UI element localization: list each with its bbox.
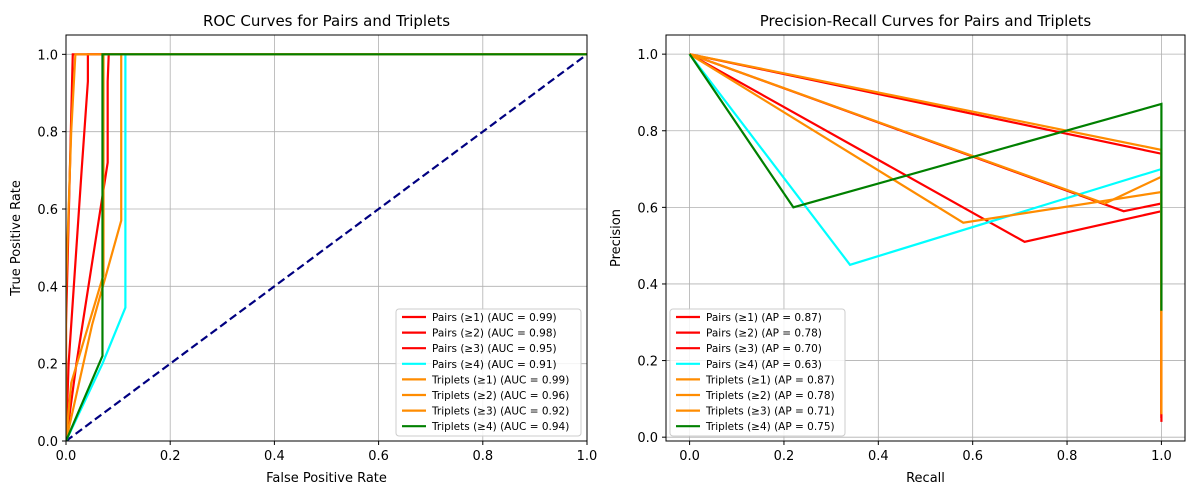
- x-tick-label: 0.2: [160, 449, 181, 464]
- series-line-7: [688, 53, 1163, 311]
- plot-frame: [65, 34, 588, 442]
- legend: Pairs (≥1) (AUC = 0.99) Pairs (≥2) (AUC =…: [395, 308, 582, 437]
- legend-box: [395, 308, 582, 437]
- legend-label: Triplets (≥2) (AUC = 0.96): [431, 390, 569, 402]
- y-tick-label: 1.0: [37, 48, 58, 63]
- x-tick-label: 0.4: [868, 449, 889, 464]
- roc-chart: 0.0 0.2 0.4 0.6 0.8 1.0 0.0 0.2 0.4 0.6 0.8 1.0 ROC …: [9, 12, 597, 486]
- x-axis-title: False Positive Rate: [266, 471, 387, 486]
- legend-label: Pairs (≥1) (AP = 0.87): [706, 312, 822, 324]
- x-tick-label: 0.2: [774, 449, 795, 464]
- legend-label: Triplets (≥4) (AP = 0.75): [705, 421, 835, 433]
- chart-title: ROC Curves for Pairs and Triplets: [203, 12, 450, 30]
- y-axis-title: True Positive Rate: [9, 180, 24, 297]
- y-tick-label: 0.2: [37, 358, 58, 373]
- x-tick-label: 1.0: [1151, 449, 1172, 464]
- y-tick-label: 0.2: [637, 355, 658, 370]
- x-axis-title: Recall: [906, 471, 945, 486]
- chart-title: Precision-Recall Curves for Pairs and Tr…: [760, 12, 1092, 30]
- x-tick-label: 0.8: [1057, 449, 1078, 464]
- y-tick-label: 0.6: [637, 201, 658, 216]
- legend-box: [669, 308, 846, 437]
- legend-label: Pairs (≥4) (AP = 0.63): [706, 359, 822, 371]
- legend-label: Triplets (≥4) (AUC = 0.94): [431, 421, 569, 433]
- grid: [65, 35, 588, 442]
- legend-label: Triplets (≥2) (AP = 0.78): [705, 390, 835, 402]
- y-tick-label: 0.8: [637, 125, 658, 140]
- x-tick-label: 1.0: [577, 449, 598, 464]
- x-tick-label: 0.8: [472, 449, 493, 464]
- legend-label: Pairs (≥2) (AUC = 0.98): [432, 328, 557, 340]
- y-tick-label: 0.0: [637, 431, 658, 446]
- x-tick-label: 0.0: [679, 449, 700, 464]
- x-tick-label: 0.4: [264, 449, 285, 464]
- y-tick-label: 0.6: [37, 203, 58, 218]
- legend-label: Pairs (≥3) (AP = 0.70): [706, 343, 822, 355]
- series-line-7: [66, 53, 587, 441]
- legend-label: Triplets (≥1) (AUC = 0.99): [431, 374, 569, 386]
- y-tick-label: 1.0: [637, 48, 658, 63]
- legend-label: Triplets (≥1) (AP = 0.87): [705, 374, 835, 386]
- legend-label: Pairs (≥1) (AUC = 0.99): [432, 312, 557, 324]
- series-lines: [66, 53, 587, 441]
- legend-label: Triplets (≥3) (AP = 0.71): [705, 406, 835, 418]
- y-tick-label: 0.4: [637, 278, 658, 293]
- legend-label: Triplets (≥3) (AUC = 0.92): [431, 406, 569, 418]
- legend-label: Pairs (≥3) (AUC = 0.95): [432, 343, 557, 355]
- y-axis-title: Precision: [609, 209, 624, 267]
- y-tick-label: 0.0: [37, 435, 58, 450]
- y-tick-label: 0.8: [37, 126, 58, 141]
- chance-reference-line: [66, 53, 587, 441]
- plot-frame: [665, 34, 1186, 442]
- precision-recall-chart: 0.0 0.2 0.4 0.6 0.8 1.0 0.0 0.2 0.4 0.6 0.8 1.0 Prec…: [609, 12, 1186, 486]
- legend-label: Pairs (≥4) (AUC = 0.91): [432, 359, 557, 371]
- legend-label: Pairs (≥2) (AP = 0.78): [706, 328, 822, 340]
- x-tick-label: 0.6: [368, 449, 389, 464]
- legend: Pairs (≥1) (AP = 0.87) Pairs (≥2) (AP = 0…: [669, 308, 846, 437]
- series-lines: [688, 53, 1163, 422]
- y-tick-label: 0.4: [37, 280, 58, 295]
- x-tick-label: 0.0: [56, 449, 77, 464]
- x-tick-label: 0.6: [962, 449, 983, 464]
